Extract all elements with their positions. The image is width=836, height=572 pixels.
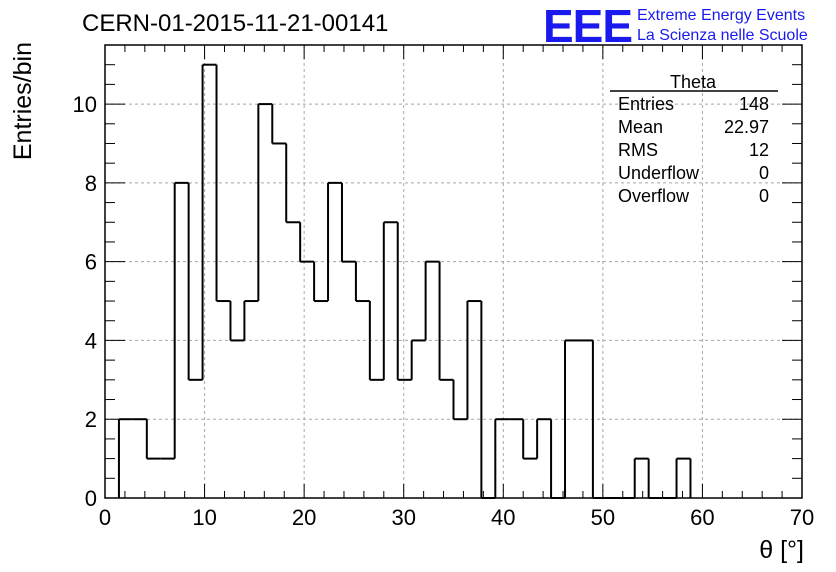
- axis-ticks: [104, 45, 803, 499]
- y-tick-label: 10: [73, 92, 97, 117]
- x-tick-label: 30: [391, 505, 415, 530]
- y-tick-label: 2: [85, 407, 97, 432]
- stats-title: Theta: [670, 72, 717, 92]
- y-tick-label: 6: [85, 250, 97, 275]
- x-tick-label: 40: [491, 505, 515, 530]
- grid: [105, 45, 802, 498]
- stats-row-label: RMS: [618, 140, 658, 160]
- y-tick-label: 0: [85, 486, 97, 511]
- x-axis-label: θ [°]: [759, 536, 804, 564]
- logo-line-1: Extreme Energy Events: [637, 7, 805, 24]
- chart-title: CERN-01-2015-11-21-00141: [82, 10, 388, 37]
- x-tick-label: 0: [99, 505, 111, 530]
- stats-rows: Entries 148 Mean 22.97 RMS 12 Underflow 0 Overfl…: [618, 94, 769, 206]
- stats-row-label: Underflow: [618, 163, 700, 183]
- stats-row-label: Mean: [618, 117, 663, 137]
- stats-row-value: 12: [749, 140, 769, 160]
- y-tick-label: 4: [85, 328, 97, 353]
- eee-logo: EEE Extreme Energy Events La Scienza nel…: [543, 0, 808, 52]
- stats-row-value: 0: [759, 186, 769, 206]
- x-tick-label: 70: [790, 505, 814, 530]
- stats-box: Theta Entries 148 Mean 22.97 RMS 12 Underflow 0…: [610, 72, 778, 206]
- stats-row-value: 0: [759, 163, 769, 183]
- tick-labels: 0 10 20 30 40 50 60 70 0 2 4 6 8 10: [73, 92, 815, 530]
- x-tick-label: 20: [292, 505, 316, 530]
- stats-row-label: Entries: [618, 94, 674, 114]
- stats-row-value: 22.97: [724, 117, 769, 137]
- x-tick-label: 60: [690, 505, 714, 530]
- y-axis-label: Entries/bin: [9, 42, 37, 160]
- x-tick-label: 50: [591, 505, 615, 530]
- y-tick-label: 8: [85, 171, 97, 196]
- x-tick-label: 10: [192, 505, 216, 530]
- stats-row-value: 148: [739, 94, 769, 114]
- logo-mark: EEE: [543, 0, 632, 52]
- plot-frame: [104, 44, 803, 499]
- logo-line-2: La Scienza nelle Scuole: [637, 27, 808, 44]
- stats-row-label: Overflow: [618, 186, 690, 206]
